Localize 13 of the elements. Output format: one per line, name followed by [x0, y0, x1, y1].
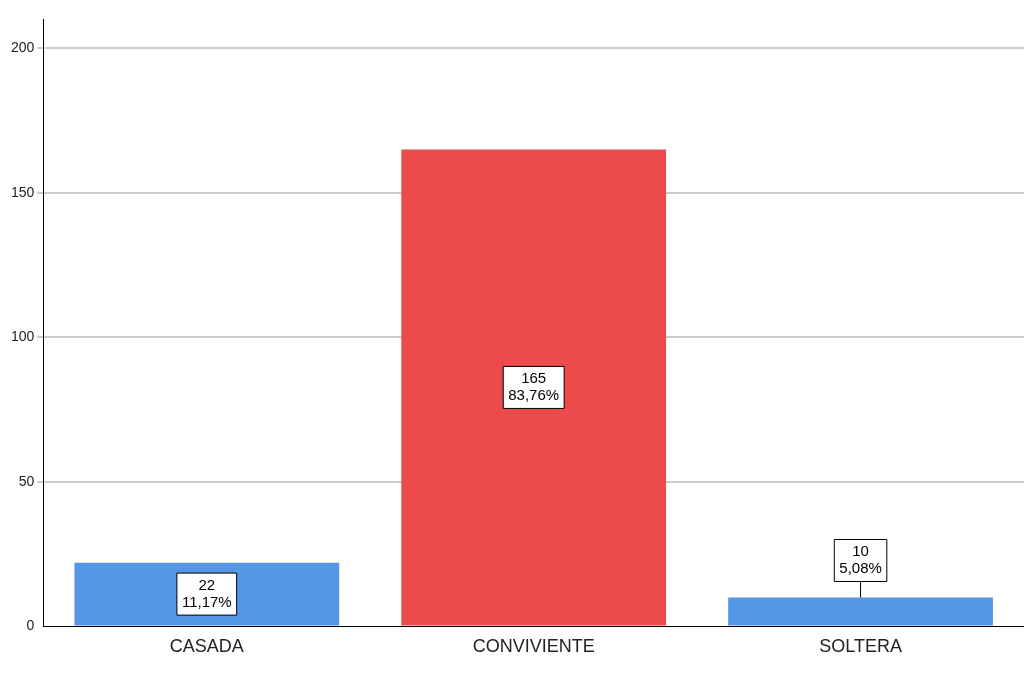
data-label: 22 11,17% — [181, 575, 232, 610]
y-tick-label: 200 — [11, 39, 35, 56]
y-tick-label: 50 — [18, 472, 35, 489]
x-tick-label: CONVIVIENTE — [472, 636, 595, 657]
x-tick-label: SOLTERA — [819, 636, 902, 657]
y-tick-label: 150 — [11, 183, 35, 200]
data-label: 10 5,08% — [839, 542, 882, 577]
data-label: 165 83,76% — [508, 369, 560, 404]
y-tick-label: 0 — [26, 617, 35, 634]
x-tick-label: CASADA — [169, 636, 244, 657]
bar — [728, 597, 993, 626]
bar — [401, 149, 667, 626]
y-tick-label: 100 — [11, 328, 35, 345]
